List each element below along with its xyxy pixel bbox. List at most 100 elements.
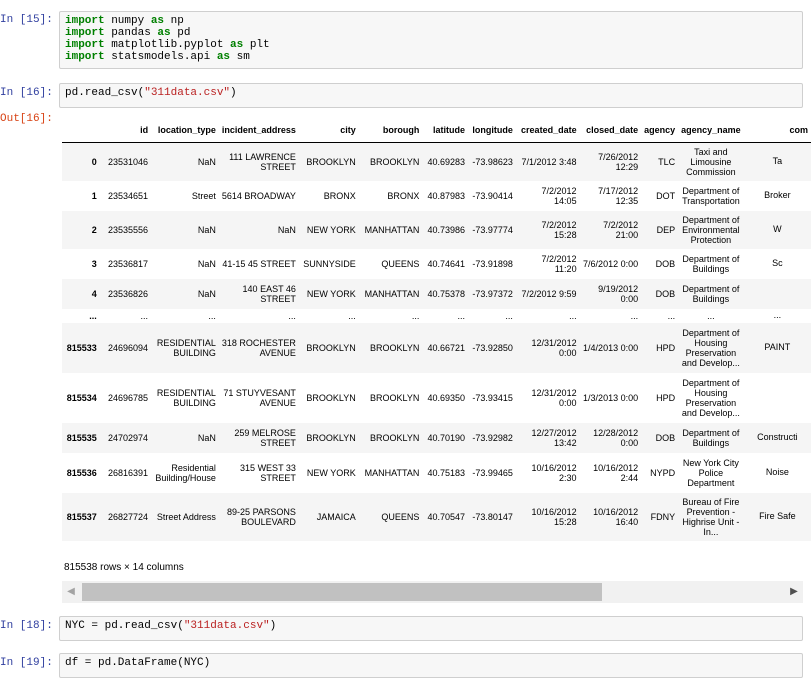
code-token: df = pd.DataFrame(NYC) — [65, 657, 211, 669]
table-cell: 71 STUYVESANT AVENUE — [223, 387, 296, 408]
table-cell: 7/1/2012 3:48 — [521, 156, 577, 167]
table-cell: Department of Buildings — [682, 427, 740, 448]
table-cell: 10/16/2012 15:28 — [531, 506, 577, 527]
table-cell: Department of Buildings — [682, 283, 740, 304]
code-token: pandas — [104, 27, 158, 39]
table-cell: 12/28/2012 0:00 — [593, 427, 639, 448]
table-cell: Noise — [765, 467, 789, 477]
table-cell: BROOKLYN — [306, 156, 356, 167]
row-index: 0 — [91, 156, 97, 167]
table-cell: ... — [505, 310, 513, 321]
code-line: import statsmodels.api as sm — [65, 51, 797, 63]
column-header: created_date — [515, 118, 580, 143]
dataframe-output: id location_type incident_address city borou… — [62, 118, 811, 556]
table-cell: 111 LAWRENCE STREET — [229, 151, 296, 172]
table-cell: 12/31/2012 0:00 — [531, 387, 577, 408]
code-cell-imports[interactable]: import numpy as np import pandas as pd imp… — [59, 11, 803, 69]
code-keyword: import — [65, 51, 105, 63]
column-header: id — [99, 118, 152, 143]
code-line: import matplotlib.pyplot as plt — [65, 39, 797, 51]
cell-prompt-15: In [15]: — [0, 14, 53, 26]
code-token: numpy — [104, 15, 151, 27]
table-cell: 140 EAST 46 STREET — [242, 283, 296, 304]
row-index: 1 — [91, 190, 97, 201]
scrollbar-thumb[interactable] — [82, 583, 602, 601]
table-cell: 7/2/2012 9:59 — [521, 288, 577, 299]
table-cell: ... — [569, 310, 577, 321]
table-cell: ... — [208, 310, 216, 321]
code-token: NYC = pd.read_csv( — [65, 620, 184, 632]
table-cell: Street — [191, 190, 216, 201]
table-cell: BRONX — [323, 190, 356, 201]
row-index: 815534 — [66, 392, 97, 403]
table-cell: 40.73986 — [427, 224, 466, 235]
code-token: ) — [230, 87, 237, 99]
table-cell: Department of Housing Preservation and D… — [681, 377, 740, 418]
table-cell: 40.69350 — [427, 392, 466, 403]
table-cell: 23531046 — [108, 156, 149, 167]
table-cell: 1/4/2013 0:00 — [583, 342, 639, 353]
table-cell: Residential Building/House — [155, 462, 216, 483]
column-header: com — [743, 118, 811, 143]
table-cell: 10/16/2012 2:44 — [593, 462, 639, 483]
code-cell-nyc-read-csv[interactable]: NYC = pd.read_csv("311data.csv") — [59, 616, 803, 641]
table-cell: 23535556 — [108, 224, 149, 235]
table-cell: Street Address — [156, 511, 216, 522]
table-cell: -73.98623 — [472, 156, 513, 167]
table-cell: ... — [457, 310, 466, 321]
scroll-right-arrow-icon[interactable]: ▶ — [790, 586, 798, 597]
horizontal-scrollbar[interactable]: ◀ ▶ — [62, 581, 803, 603]
column-header: latitude — [422, 118, 469, 143]
table-cell: Department of Transportation — [682, 185, 740, 206]
code-string: "311data.csv" — [183, 620, 270, 632]
table-cell: TLC — [658, 156, 676, 167]
cell-prompt-18: In [18]: — [0, 620, 53, 632]
code-keyword: import — [65, 39, 105, 51]
table-cell: 26816391 — [108, 467, 149, 478]
column-header: longitude — [468, 118, 516, 143]
code-cell-dataframe[interactable]: df = pd.DataFrame(NYC) — [59, 653, 803, 678]
table-cell: ... — [348, 310, 356, 321]
row-index: 4 — [91, 288, 97, 299]
table-cell: DEP — [656, 224, 676, 235]
table-cell: DOB — [655, 288, 676, 299]
table-cell: PAINT — [764, 342, 791, 352]
output-prompt-16: Out[16]: — [0, 113, 53, 125]
table-cell: Fire Safe — [759, 511, 796, 521]
table-cell: Broker — [764, 190, 791, 200]
table-cell: 1/3/2013 0:00 — [583, 392, 639, 403]
table-cell: SUNNYSIDE — [303, 258, 356, 269]
table-cell: BROOKLYN — [369, 432, 420, 443]
scroll-left-arrow-icon[interactable]: ◀ — [67, 586, 75, 597]
table-cell: 40.75378 — [427, 288, 466, 299]
table-cell: 40.74641 — [427, 258, 466, 269]
table-cell: BRONX — [387, 190, 420, 201]
table-cell: Bureau of Fire Prevention - Highrise Uni… — [682, 496, 740, 537]
table-cell: HPD — [656, 392, 676, 403]
cell-prompt-19: In [19]: — [0, 657, 53, 669]
table-cell: NaN — [197, 432, 216, 443]
table-cell: 7/2/2012 14:05 — [541, 185, 577, 206]
table-cell: -73.92850 — [472, 342, 513, 353]
table-cell: Department of Housing Preservation and D… — [681, 327, 740, 368]
code-cell-read-csv[interactable]: pd.read_csv("311data.csv") — [59, 83, 803, 108]
table-cell: 24702974 — [108, 432, 149, 443]
table-cell: NEW YORK — [306, 467, 356, 478]
row-index: 3 — [91, 258, 97, 269]
table-cell: 24696094 — [108, 342, 149, 353]
code-token: np — [164, 15, 184, 27]
table-row: 815537 26827724 Street Address 89-25 PARSON… — [62, 492, 811, 541]
table-cell: NEW YORK — [306, 224, 356, 235]
table-row: 815534 24696785 RESIDENTIAL BUILDING 71 STU… — [62, 372, 811, 423]
table-cell: 24696785 — [108, 392, 149, 403]
table-cell: 315 WEST 33 STREET — [240, 462, 296, 483]
column-header: agency_name — [678, 118, 744, 143]
table-cell: JAMAICA — [316, 511, 356, 522]
table-cell: 89-25 PARSONS BOULEVARD — [227, 506, 296, 527]
table-cell: BROOKLYN — [369, 392, 420, 403]
code-keyword: import — [65, 15, 105, 27]
table-row: 815535 24702974 NaN 259 MELROSE STREET BROOK… — [62, 422, 811, 453]
table-cell: W — [773, 224, 782, 234]
row-index: 815537 — [66, 511, 97, 522]
table-cell: ... — [288, 310, 296, 321]
